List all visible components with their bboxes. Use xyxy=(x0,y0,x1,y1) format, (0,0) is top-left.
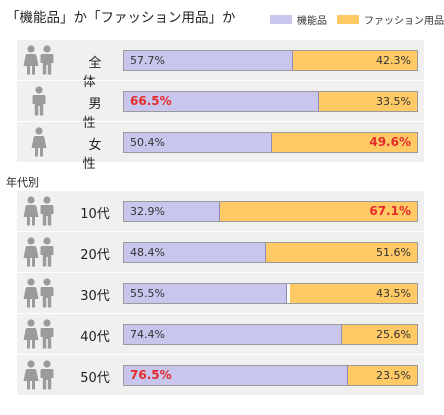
row-icons xyxy=(23,45,55,75)
value-label-functional: 66.5% xyxy=(130,94,172,108)
legend-label-fashion: ファッション用品 xyxy=(364,16,444,27)
value-label-fashion: 51.6% xyxy=(376,246,411,259)
bar-functional xyxy=(124,284,287,303)
bar-fashion xyxy=(265,243,417,262)
row-separator xyxy=(17,231,424,232)
value-label-fashion: 23.5% xyxy=(376,369,411,382)
row-icons xyxy=(23,360,55,390)
value-label-functional: 74.4% xyxy=(130,328,165,341)
legend-swatch-functional xyxy=(270,15,292,24)
row-separator xyxy=(17,80,424,81)
chart-title: 「機能品」か「ファッション用品」か xyxy=(6,10,236,26)
male-figure-icon xyxy=(40,278,54,308)
female-figure-icon xyxy=(23,237,39,267)
bar-functional xyxy=(124,133,272,152)
category-label: 女性 xyxy=(82,138,114,172)
female-figure-icon xyxy=(23,319,39,349)
bar-fashion xyxy=(342,325,417,344)
male-figure-icon xyxy=(40,237,54,267)
row-icons xyxy=(23,196,55,226)
legend-item-functional: 機能品 xyxy=(270,12,327,27)
category-label: 20代 xyxy=(80,248,110,263)
bar-functional xyxy=(124,243,266,262)
value-label-functional: 50.4% xyxy=(130,136,165,149)
chart-row: 40代 74.4% 25.6% xyxy=(17,314,424,354)
row-icons xyxy=(23,319,55,349)
value-label-functional: 32.9% xyxy=(130,205,165,218)
row-icons xyxy=(23,237,55,267)
female-figure-icon xyxy=(23,45,39,75)
chart-row: 50代 76.5% 23.5% xyxy=(17,355,424,395)
bar-fashion xyxy=(220,202,417,221)
chart-row: 女性 50.4% 49.6% xyxy=(17,122,424,172)
row-icons xyxy=(23,278,55,308)
chart-row: 全体 57.7% 42.3% xyxy=(17,40,424,90)
bar-fashion xyxy=(289,284,417,303)
bar-functional xyxy=(124,366,349,385)
female-figure-icon xyxy=(31,127,47,157)
row-icons xyxy=(31,86,47,116)
bar-track: 57.7% 42.3% xyxy=(123,50,418,71)
category-label: 50代 xyxy=(80,371,110,386)
legend: 機能品 ファッション用品 xyxy=(270,12,444,27)
category-label: 40代 xyxy=(80,330,110,345)
bar-fashion xyxy=(271,133,417,152)
bar-fashion xyxy=(348,366,417,385)
value-label-fashion: 43.5% xyxy=(376,287,411,300)
chart-row: 30代 55.5% 43.5% xyxy=(17,273,424,313)
overall-panel: 全体 57.7% 42.3% 男性 66.5% 33.5% 女性 50.4% 49.6% xyxy=(17,40,424,172)
bar-track: 76.5% 23.5% xyxy=(123,365,418,386)
legend-swatch-fashion xyxy=(337,15,359,24)
female-figure-icon xyxy=(23,360,39,390)
chart-row: 10代 32.9% 67.1% xyxy=(17,191,424,231)
category-label: 全体 xyxy=(82,56,114,90)
bar-track: 50.4% 49.6% xyxy=(123,132,418,153)
category-label: 10代 xyxy=(80,207,110,222)
male-figure-icon xyxy=(32,86,46,116)
bar-functional xyxy=(124,325,342,344)
male-figure-icon xyxy=(40,319,54,349)
female-figure-icon xyxy=(23,196,39,226)
section-label-age: 年代別 xyxy=(6,176,39,189)
bar-track: 48.4% 51.6% xyxy=(123,242,418,263)
row-separator xyxy=(17,272,424,273)
bar-functional xyxy=(124,51,294,70)
value-label-fashion: 42.3% xyxy=(376,54,411,67)
row-separator xyxy=(17,313,424,314)
category-label: 男性 xyxy=(82,97,114,131)
row-separator xyxy=(17,354,424,355)
value-label-fashion: 33.5% xyxy=(376,95,411,108)
male-figure-icon xyxy=(40,45,54,75)
age-panel: 10代 32.9% 67.1% 20代 48.4% 51.6% 30代 55.5% 43.5% 4… xyxy=(17,191,424,395)
bar-fashion xyxy=(318,92,417,111)
value-label-functional: 55.5% xyxy=(130,287,165,300)
legend-label-functional: 機能品 xyxy=(297,16,327,27)
category-label: 30代 xyxy=(80,289,110,304)
bar-functional xyxy=(124,92,319,111)
legend-item-fashion: ファッション用品 xyxy=(337,12,444,27)
bar-track: 66.5% 33.5% xyxy=(123,91,418,112)
chart-row: 20代 48.4% 51.6% xyxy=(17,232,424,272)
male-figure-icon xyxy=(40,196,54,226)
female-figure-icon xyxy=(23,278,39,308)
value-label-fashion: 49.6% xyxy=(369,135,411,149)
value-label-functional: 76.5% xyxy=(130,368,172,382)
bar-track: 55.5% 43.5% xyxy=(123,283,418,304)
bar-track: 32.9% 67.1% xyxy=(123,201,418,222)
chart-row: 男性 66.5% 33.5% xyxy=(17,81,424,131)
value-label-fashion: 25.6% xyxy=(376,328,411,341)
bar-track: 74.4% 25.6% xyxy=(123,324,418,345)
value-label-functional: 57.7% xyxy=(130,54,165,67)
male-figure-icon xyxy=(40,360,54,390)
row-separator xyxy=(17,121,424,122)
bar-fashion xyxy=(293,51,417,70)
row-icons xyxy=(31,127,47,157)
value-label-functional: 48.4% xyxy=(130,246,165,259)
value-label-fashion: 67.1% xyxy=(369,204,411,218)
bar-functional xyxy=(124,202,221,221)
